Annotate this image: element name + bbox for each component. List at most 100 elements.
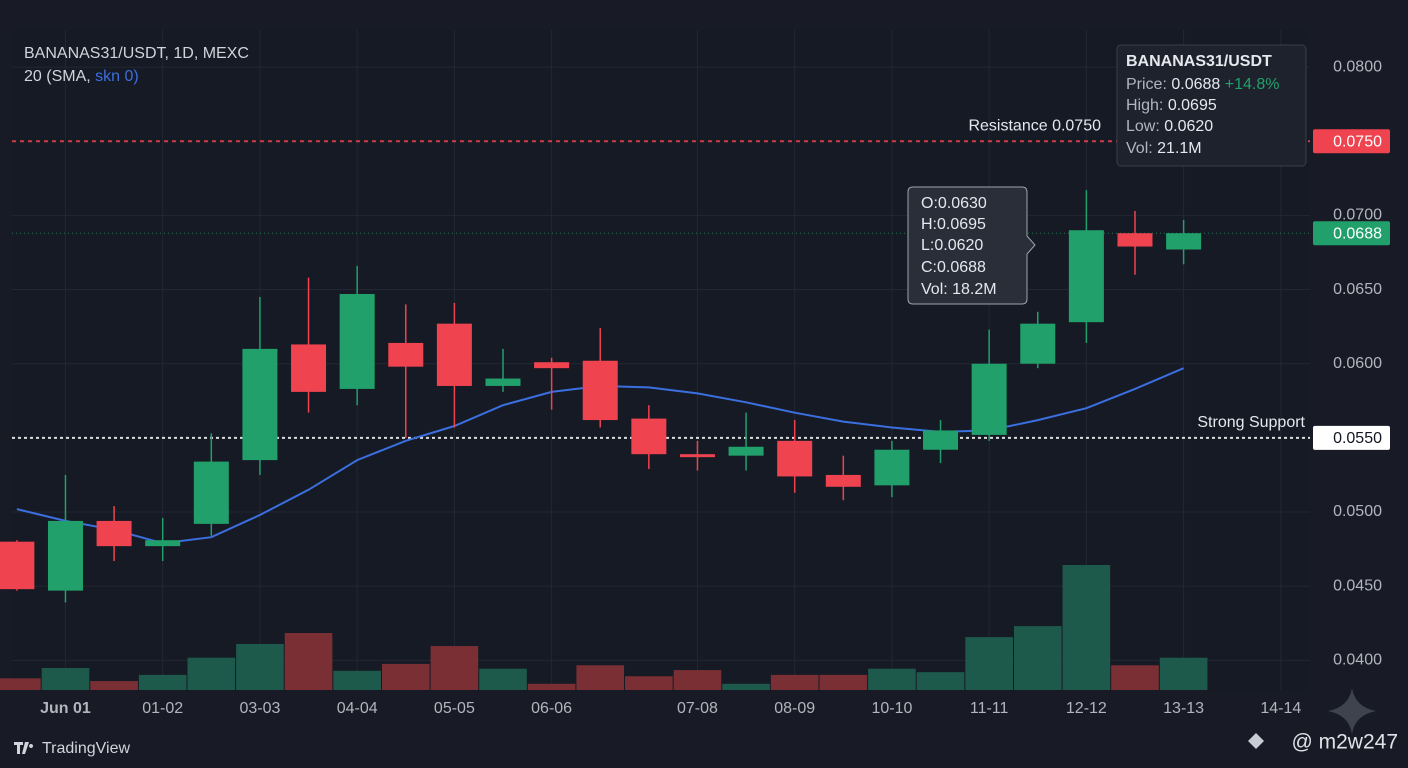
candle [728, 412, 764, 471]
x-tick-label: 03-03 [239, 700, 280, 717]
binance-logo [1248, 733, 1264, 749]
volume-bar [722, 683, 770, 690]
candle-body [242, 348, 278, 461]
candle [923, 420, 959, 464]
candle-body [874, 449, 910, 486]
info-value: 0.0695 [1168, 97, 1217, 114]
info-row: High: 0.0695 [1126, 97, 1217, 114]
volume-bar [90, 681, 138, 690]
price-tag [1313, 129, 1390, 154]
price-tag-label: 0.0750 [1333, 133, 1382, 150]
indicator-params: skn 0) [95, 68, 139, 85]
candle-body [388, 342, 424, 367]
volume-bar [819, 674, 868, 690]
candle [47, 474, 83, 603]
candle-body [339, 294, 375, 389]
candle [825, 455, 861, 501]
volume-bar [1013, 626, 1062, 690]
volume-bar [41, 668, 90, 690]
candle-body [971, 363, 1007, 435]
candle-body [582, 360, 618, 421]
candle-body [728, 446, 764, 456]
info-row: Price: 0.0688 +14.8% [1126, 76, 1279, 93]
volume-bar [916, 672, 965, 690]
tooltip: O:0.0630 H:0.0695 L:0.0620 C:0.0688 Vol:… [907, 186, 1036, 305]
y-tick-label: 0.0800 [1333, 58, 1382, 75]
info-box: BANANAS31/USDT Price: 0.0688 +14.8% High… [1116, 44, 1307, 167]
y-tick-label: 0.0650 [1333, 281, 1382, 298]
candle [534, 357, 570, 410]
y-tick-label: 0.0450 [1333, 577, 1382, 594]
candle [631, 405, 667, 470]
tooltip-frame [907, 186, 1036, 305]
info-key: Vol: [1126, 140, 1153, 157]
volume-bar [965, 637, 1013, 690]
tooltip-line: O:0.0630 [921, 195, 987, 212]
candle [777, 420, 813, 493]
info-value: 21.1M [1157, 140, 1201, 157]
info-key: Price: [1126, 76, 1167, 93]
info-box-frame [1116, 44, 1307, 167]
indicator-label: 20 (SMA, skn 0) [24, 68, 139, 85]
candle-body [534, 362, 570, 369]
x-tick-label: 04-04 [337, 700, 378, 717]
volume-bar [138, 674, 187, 690]
candle-body [679, 454, 715, 458]
candles [0, 190, 1202, 603]
candle-body [436, 323, 472, 386]
volume-bar [527, 683, 576, 690]
tooltip-line: C:0.0688 [921, 259, 986, 276]
candle [1117, 210, 1153, 275]
candle [874, 440, 910, 498]
candle-body [631, 418, 667, 455]
volume-bar [1111, 665, 1159, 690]
volume-bar [1159, 657, 1208, 690]
candle [96, 506, 132, 561]
volume-bar [479, 668, 527, 690]
candle-body [96, 520, 132, 547]
tooltip-line: L:0.0620 [921, 237, 983, 254]
price-tag [1313, 425, 1390, 450]
x-tick-label: 12-12 [1066, 700, 1107, 717]
candle-body [485, 378, 521, 386]
candle [145, 517, 181, 561]
info-value: 0.0620 [1164, 118, 1213, 135]
candle [193, 433, 229, 536]
price-tag-label: 0.0550 [1333, 430, 1382, 447]
x-tick-label: 13-13 [1163, 700, 1204, 717]
info-row: Vol: 21.1M [1126, 140, 1202, 157]
candle-body [923, 430, 959, 450]
info-title: BANANAS31/USDT [1126, 53, 1272, 70]
candle [582, 328, 618, 428]
x-tick-label: 11-11 [970, 700, 1009, 717]
tradingview-logo [14, 742, 34, 754]
candle-body [825, 474, 861, 487]
tooltip-line: H:0.0695 [921, 216, 986, 233]
candle [971, 329, 1007, 441]
candle [291, 277, 327, 413]
candle-body [1166, 233, 1202, 250]
volume-bar [430, 646, 479, 690]
footer: TradingView @ m2w247 [14, 688, 1398, 757]
price-tag-label: 0.0688 [1333, 225, 1382, 242]
y-tick-label: 0.0500 [1333, 503, 1382, 520]
candle-body [47, 520, 83, 591]
candle [1020, 311, 1056, 369]
candle-body [291, 344, 327, 392]
x-tick-label: Jun 01 [40, 700, 91, 717]
x-tick-label: 14-14 [1260, 700, 1301, 717]
tooltip-line: Vol: 18.2M [921, 281, 997, 298]
candle [339, 265, 375, 406]
source: TradingView [42, 740, 130, 757]
x-tick-label: 07-08 [677, 700, 718, 717]
candle [0, 540, 35, 591]
indicator-name: 20 (SMA, [24, 68, 95, 85]
x-tick-label: 08-09 [774, 700, 815, 717]
candle [388, 304, 424, 438]
candle [436, 302, 472, 428]
volume-bar [625, 676, 673, 690]
candle-body [193, 461, 229, 524]
x-tick-label: 05-05 [434, 700, 475, 717]
candle [1068, 190, 1104, 343]
